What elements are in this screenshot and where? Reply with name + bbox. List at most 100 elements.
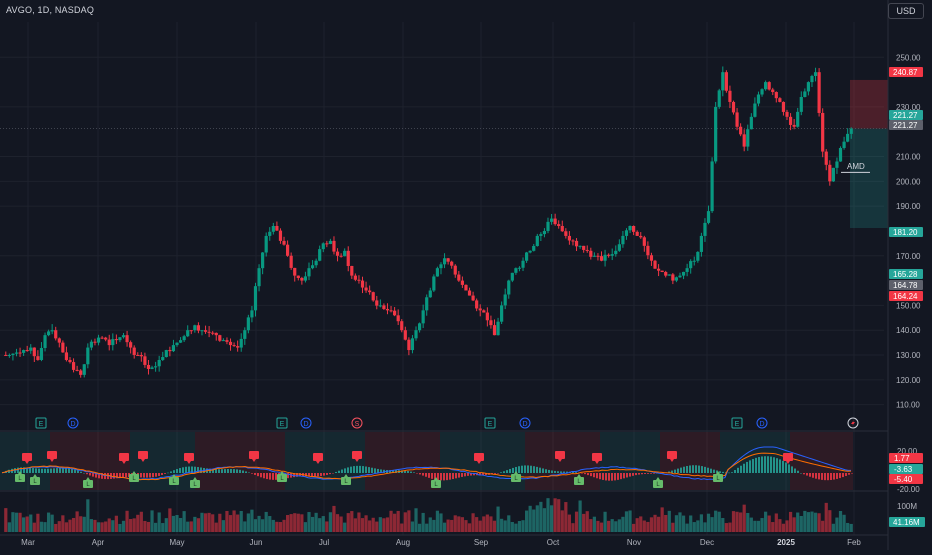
volume-bar xyxy=(432,519,436,532)
candle-body xyxy=(360,280,365,288)
macd-histogram-bar xyxy=(35,468,37,473)
buy-signal-marker xyxy=(30,477,40,485)
candle-body xyxy=(54,330,58,339)
candle-body xyxy=(193,325,197,331)
macd-histogram-bar xyxy=(845,473,847,476)
buy-signal-label: L xyxy=(656,482,660,488)
macd-histogram-bar xyxy=(752,458,754,473)
price-axis-label: 190.00 xyxy=(896,202,921,211)
macd-histogram-bar xyxy=(545,469,547,473)
buy-signal-label: L xyxy=(434,482,438,488)
candle-body xyxy=(154,366,158,368)
macd-histogram-bar xyxy=(470,473,472,476)
candle-body xyxy=(382,305,386,309)
macd-histogram-bar xyxy=(341,469,343,473)
macd-histogram-bar xyxy=(848,473,850,475)
macd-histogram-bar xyxy=(437,473,439,481)
candle-body xyxy=(717,90,721,107)
macd-histogram-bar xyxy=(20,467,22,473)
macd-histogram-bar xyxy=(143,473,145,478)
macd-histogram-bar xyxy=(449,473,451,480)
candle-body xyxy=(524,252,529,261)
volume-bar xyxy=(414,508,418,532)
volume-bar xyxy=(400,523,404,532)
candle-body xyxy=(182,336,186,341)
candle-body xyxy=(639,235,643,238)
volume-bar xyxy=(446,519,450,532)
volume-bar xyxy=(799,515,803,532)
dividend-icon-label: D xyxy=(303,421,308,428)
volume-bar xyxy=(503,520,507,532)
candle-body xyxy=(7,355,11,357)
long-position-tool[interactable]: AMD xyxy=(0,79,888,228)
time-axis-label: Dec xyxy=(700,538,714,547)
volume-bar xyxy=(781,523,786,532)
volume-bar xyxy=(200,512,204,532)
earnings-icon-label: E xyxy=(39,421,44,428)
sell-signal-arrow xyxy=(670,459,674,462)
candle-body xyxy=(842,141,846,148)
candle-body xyxy=(275,226,279,231)
macd-histogram-bar xyxy=(356,465,358,473)
macd-histogram-bar xyxy=(644,473,646,474)
volume-bar xyxy=(785,520,789,532)
buy-signal-label: L xyxy=(86,482,90,488)
earnings-icon xyxy=(35,417,47,429)
macd-histogram-bar xyxy=(332,473,334,474)
macd-histogram-bar xyxy=(593,473,595,478)
candle-body xyxy=(22,350,26,353)
volume-bar xyxy=(107,518,111,532)
price-tag-text: 240.87 xyxy=(893,68,918,77)
macd-value-tag xyxy=(889,453,923,463)
volume-bar xyxy=(211,514,215,532)
macd-histogram-bar xyxy=(632,473,634,476)
volume-bar xyxy=(703,522,707,532)
candle-body xyxy=(492,325,497,336)
macd-histogram-bar xyxy=(89,473,91,476)
macd-histogram-bar xyxy=(26,467,28,473)
candle-body xyxy=(29,347,33,351)
volume-bar xyxy=(114,515,118,532)
candle-body xyxy=(696,251,700,261)
macd-histogram-bar xyxy=(242,470,244,473)
candle-body xyxy=(467,290,472,296)
sell-signal-marker xyxy=(184,453,194,461)
macd-histogram-bar xyxy=(533,466,535,473)
macd-histogram-bar xyxy=(176,469,178,473)
macd-histogram-bar xyxy=(116,473,118,479)
macd-histogram-bar xyxy=(818,473,820,480)
currency-button[interactable]: USD xyxy=(888,3,924,19)
volume-bar xyxy=(303,522,308,532)
volume-bar xyxy=(739,512,743,532)
macd-histogram-bar xyxy=(113,473,115,479)
time-axis-label: Jun xyxy=(250,538,263,547)
volume-bar xyxy=(696,520,700,532)
candle-body xyxy=(796,111,800,127)
candle-body xyxy=(792,124,796,127)
macd-histogram-bar xyxy=(635,473,637,476)
macd-histogram-bar xyxy=(713,469,715,473)
candle-body xyxy=(357,279,361,281)
macd-histogram-bar xyxy=(266,473,268,480)
symbol-title[interactable]: AVGO, 1D, NASDAQ xyxy=(6,5,95,15)
candle-body xyxy=(453,265,457,275)
volume-bar xyxy=(236,514,240,532)
volume-bar xyxy=(161,523,165,532)
macd-histogram-bar xyxy=(812,473,814,478)
macd-histogram-bar xyxy=(338,470,340,473)
candle-body xyxy=(560,226,564,232)
candle-body xyxy=(753,103,757,117)
volume-bar xyxy=(239,510,243,532)
candle-body xyxy=(835,161,839,168)
volume-bar xyxy=(571,523,575,532)
macd-histogram-bar xyxy=(524,465,526,473)
candle-body xyxy=(89,341,93,348)
macd-histogram-bar xyxy=(47,468,49,473)
macd-histogram-bar xyxy=(557,471,559,473)
macd-histogram-bar xyxy=(323,473,325,476)
price-tag-text: 181.20 xyxy=(893,228,918,237)
macd-histogram-bar xyxy=(17,467,19,473)
